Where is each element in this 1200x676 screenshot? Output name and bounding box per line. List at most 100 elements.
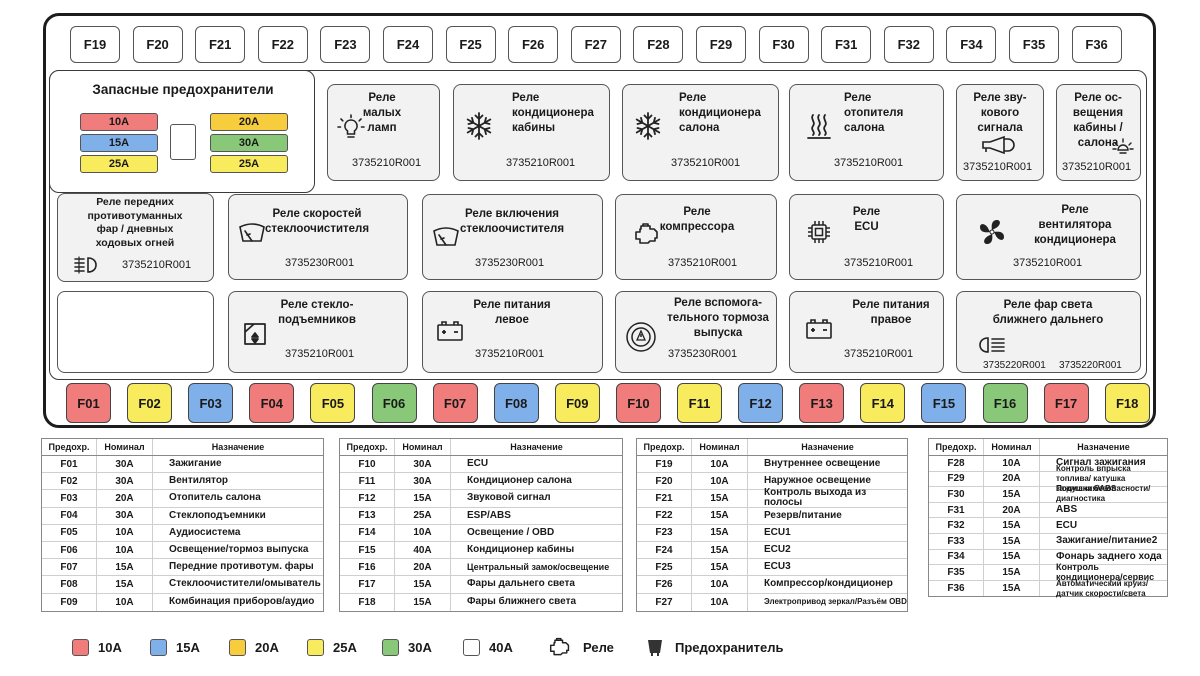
- fuse-purpose-cell: Отопитель салона: [152, 490, 323, 507]
- table-row: F28 10A Сигнал зажигания: [929, 456, 1167, 472]
- spare-fuse: 10А: [80, 113, 158, 131]
- fuse-table: Предохр. Номинал Назначение F28 10A Сигнал за…: [928, 438, 1168, 598]
- table-row: F21 15A Контроль выхода из полосы: [637, 488, 907, 508]
- relay-title: Реле питания правое: [852, 299, 930, 326]
- fuse-id-cell: F14: [358, 527, 376, 539]
- fuse-id-cell: F20: [655, 475, 673, 487]
- fuse-purpose-cell: Электропривод зеркал/Разъём OBD: [747, 593, 907, 611]
- fuse-f12: F12: [738, 383, 784, 423]
- fuse-rating-cell: 20A: [983, 502, 1039, 518]
- relay-part-number: 3735220R001: [1059, 360, 1122, 371]
- table-row: F23 15A ECU1: [637, 524, 907, 542]
- fuse-purpose-cell: Резерв/питание: [747, 507, 907, 524]
- relay-box: Реле отопителя салона 3735210R001: [789, 84, 944, 181]
- relay-part-number: 3735210R001: [668, 257, 738, 269]
- spare-empty-slot: [170, 124, 196, 160]
- fuse-rating-cell: 10A: [394, 524, 450, 541]
- fuse-purpose-cell: Внутреннее освещение: [747, 456, 907, 473]
- table-header-cell: Предохр.: [643, 442, 685, 452]
- fuse-id-cell: F27: [655, 596, 673, 608]
- fuse-f27: F27: [570, 26, 621, 63]
- fuse-rating-cell: 15A: [394, 593, 450, 611]
- legend-item: 20А: [229, 637, 279, 657]
- fuse-f29: F29: [696, 26, 746, 63]
- fuse-f25: F25: [445, 26, 496, 63]
- table-row: F35 15A Контроль кондиционера/сервис: [929, 563, 1167, 582]
- fuse-purpose-cell: Передние противотум. фары: [152, 559, 323, 576]
- fuse-id-cell: F16: [358, 561, 376, 573]
- relay-part-number: 3735210R001: [671, 157, 741, 169]
- table-row: F17 15A Фары дальнего света: [340, 576, 622, 594]
- fuse-id-cell: F10: [358, 458, 376, 470]
- exhaust-brake-icon: [624, 320, 658, 359]
- fuse-rating-cell: 15A: [983, 549, 1039, 565]
- legend-item: 15А: [150, 637, 200, 657]
- table-row: F03 20A Отопитель салона: [42, 490, 323, 508]
- relay-box: Реле вентилятора кондиционера 3735210R001: [956, 194, 1141, 280]
- table-header: Предохр. Номинал Назначение: [340, 439, 622, 456]
- relay-part-number: 3735210R001: [834, 157, 904, 169]
- table-row: F06 10A Освещение/тормоз выпуска: [42, 541, 323, 560]
- fuse-purpose-cell: ECU3: [747, 559, 907, 576]
- relay-title: Реле включения стеклоочистителя: [459, 208, 565, 235]
- table-row: F19 10A Внутреннее освещение: [637, 456, 907, 474]
- fuse-rating-cell: 15A: [691, 490, 747, 507]
- relay-part-number: 3735210R001: [844, 257, 914, 269]
- fuse-f09: F09: [554, 383, 600, 423]
- table-row: F13 25A ESP/ABS: [340, 507, 622, 525]
- fuse-f01: F01: [66, 383, 111, 423]
- relay-title: Реле кондиционера салона: [679, 92, 761, 134]
- table-header: Предохр. Номинал Назначение: [929, 439, 1167, 456]
- fuse-rating-cell: 15A: [394, 490, 450, 507]
- fuse-purpose-cell: Автоматический круиз/ датчик скорости/св…: [1039, 579, 1167, 598]
- fuse-purpose-cell: Комбинация приборов/аудио: [152, 593, 323, 611]
- fuse-rating-cell: 10A: [691, 593, 747, 611]
- fuse-rating-cell: 10A: [691, 456, 747, 473]
- relay-box: Реле питания левое 3735210R001: [422, 291, 603, 373]
- table-row: F08 15A Стеклоочистители/омыватель: [42, 576, 323, 594]
- relay-title: Реле отопителя салона: [844, 92, 904, 134]
- relay-part-number: 3735210R001: [475, 348, 545, 360]
- fuse-id-cell: F01: [60, 458, 78, 470]
- snowflake-icon: [464, 111, 494, 146]
- wiper-icon: [237, 221, 267, 250]
- fuse-rating-cell: 15A: [983, 533, 1039, 549]
- legend-label: 25А: [333, 639, 357, 655]
- relay-icon: [547, 636, 573, 658]
- fuse-id-cell: F35: [947, 566, 965, 578]
- relay-part-number: 3735210R001: [122, 259, 192, 271]
- relay-title: Реле зву-кового сигнала: [973, 92, 1027, 134]
- fuse-f14: F14: [860, 383, 906, 423]
- fuse-id-cell: F19: [655, 458, 673, 470]
- spare-fuse: 25А: [80, 155, 158, 173]
- fuse-f13: F13: [799, 383, 845, 423]
- fuse-purpose-cell: Сигнал зажигания: [1039, 456, 1167, 471]
- relay-part-number: 3735210R001: [963, 161, 1033, 173]
- fuse-purpose-cell: Вентилятор: [152, 473, 323, 490]
- relay-part-number: 3735230R001: [475, 257, 545, 269]
- fuse-id-cell: F17: [358, 578, 376, 590]
- spare-fuses-title: Запасные предохранители: [92, 82, 274, 97]
- fuse-f20: F20: [132, 26, 183, 63]
- legend-label: 15А: [176, 639, 200, 655]
- fuse-purpose-cell: Освещение / OBD: [450, 524, 622, 541]
- fuse-f06: F06: [371, 383, 417, 423]
- relay-box: Реле кондиционера кабины 3735210R001: [453, 84, 610, 181]
- table-row: F07 15A Передние противотум. фары: [42, 559, 323, 577]
- heater-icon: [804, 111, 834, 146]
- fuse-rating-cell: 15A: [983, 518, 1039, 533]
- fuse-id-cell: F25: [655, 561, 673, 573]
- relay-title: Реле кондиционера кабины: [512, 92, 594, 134]
- fuse-f03: F03: [188, 383, 234, 423]
- table-header-cell: Назначение: [747, 439, 907, 455]
- fuse-rating-cell: 15A: [983, 487, 1039, 502]
- fuse-id-cell: F28: [947, 457, 965, 469]
- fuse-id-cell: F03: [60, 492, 78, 504]
- table-header: Предохр. Номинал Назначение: [42, 439, 323, 456]
- headlight-icon: [977, 334, 1007, 361]
- table-row: F27 10A Электропривод зеркал/Разъём OBD: [637, 593, 907, 611]
- relay-title: Реле скоростей стеклоочистителя: [264, 208, 370, 235]
- fuse-f23: F23: [320, 26, 371, 63]
- fuse-purpose-cell: Контроль выхода из полосы: [747, 488, 907, 508]
- fuse-id-cell: F06: [60, 544, 78, 556]
